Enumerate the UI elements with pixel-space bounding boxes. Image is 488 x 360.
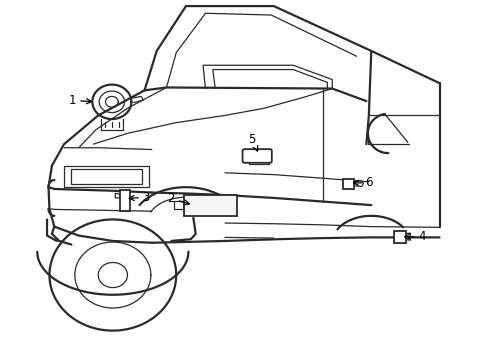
Text: 4: 4: [404, 230, 425, 243]
FancyBboxPatch shape: [242, 149, 271, 163]
FancyBboxPatch shape: [183, 195, 237, 216]
Text: 6: 6: [353, 176, 372, 189]
FancyBboxPatch shape: [120, 190, 130, 211]
FancyBboxPatch shape: [393, 230, 405, 243]
Text: 1: 1: [69, 94, 91, 107]
FancyBboxPatch shape: [342, 179, 353, 189]
Text: 5: 5: [248, 132, 257, 151]
Text: 2: 2: [167, 192, 189, 205]
Text: 3: 3: [129, 191, 149, 204]
